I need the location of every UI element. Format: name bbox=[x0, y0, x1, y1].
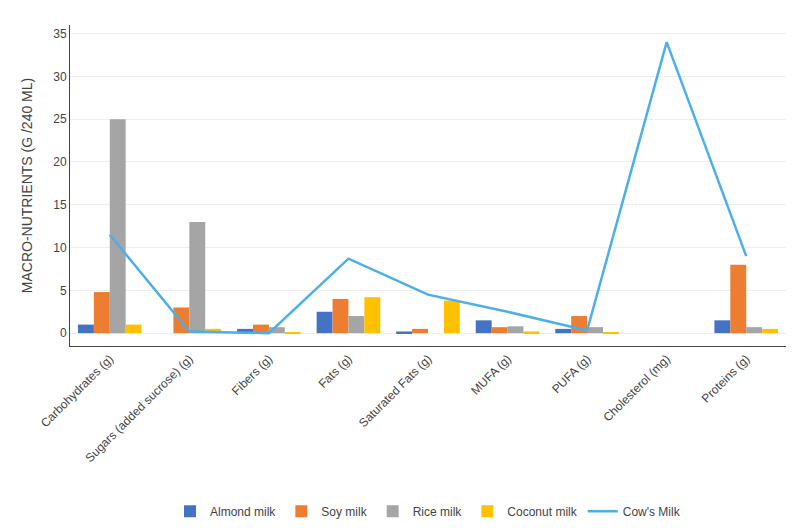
svg-text:Rice milk: Rice milk bbox=[413, 505, 463, 519]
svg-text:10: 10 bbox=[53, 241, 67, 255]
svg-text:35: 35 bbox=[53, 27, 67, 41]
svg-text:Coconut milk: Coconut milk bbox=[507, 505, 577, 519]
svg-text:20: 20 bbox=[53, 155, 67, 169]
svg-text:Soy milk: Soy milk bbox=[321, 505, 367, 519]
svg-text:MUFA (g): MUFA (g) bbox=[468, 352, 514, 398]
svg-text:Fibers (g): Fibers (g) bbox=[229, 352, 275, 398]
svg-text:Proteins (g): Proteins (g) bbox=[699, 352, 753, 406]
svg-text:PUFA (g): PUFA (g) bbox=[549, 352, 593, 396]
svg-text:30: 30 bbox=[53, 70, 67, 84]
svg-text:15: 15 bbox=[53, 198, 67, 212]
svg-text:Cholesterol (mg): Cholesterol (mg) bbox=[600, 352, 673, 425]
svg-text:Saturated Fats (g): Saturated Fats (g) bbox=[356, 352, 434, 430]
svg-text:5: 5 bbox=[60, 284, 67, 298]
svg-text:0: 0 bbox=[60, 326, 67, 340]
svg-text:Sugars (added sucrose) (g): Sugars (added sucrose) (g) bbox=[83, 352, 196, 465]
svg-text:Carbohydrates (g): Carbohydrates (g) bbox=[38, 352, 116, 430]
svg-text:Cow's Milk: Cow's Milk bbox=[623, 505, 681, 519]
svg-text:Almond milk: Almond milk bbox=[210, 505, 276, 519]
svg-text:25: 25 bbox=[53, 112, 67, 126]
svg-text:Fats (g): Fats (g) bbox=[316, 352, 355, 391]
svg-text:MACRO-NUTRIENTS (G /240 ML): MACRO-NUTRIENTS (G /240 ML) bbox=[19, 78, 35, 293]
